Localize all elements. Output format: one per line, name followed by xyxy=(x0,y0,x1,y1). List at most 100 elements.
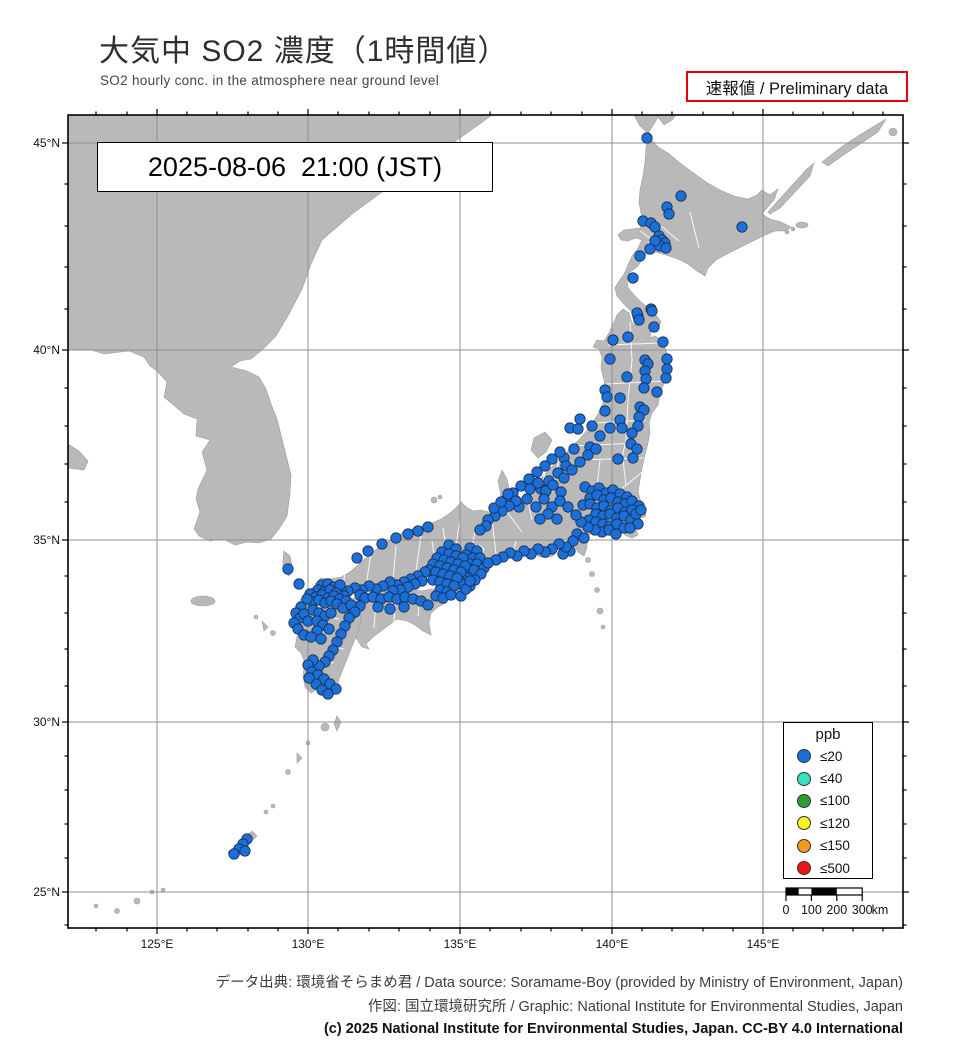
station-dot[interactable] xyxy=(640,373,652,385)
station-dot[interactable] xyxy=(376,538,388,550)
station-dot[interactable] xyxy=(570,509,582,521)
station-dot[interactable] xyxy=(590,443,602,455)
station-dot[interactable] xyxy=(566,464,578,476)
small-island xyxy=(888,127,898,137)
station-dot[interactable] xyxy=(675,190,687,202)
grid-lines xyxy=(68,115,903,928)
station-dot[interactable] xyxy=(521,493,533,505)
station-dot[interactable] xyxy=(325,607,337,619)
station-dot[interactable] xyxy=(538,493,550,505)
legend-items: ≤20 ≤40 ≤100 ≤120 ≤150 ≤500 xyxy=(784,745,872,879)
station-dot[interactable] xyxy=(663,208,675,220)
station-dot[interactable] xyxy=(482,557,494,569)
station-dot[interactable] xyxy=(330,683,342,695)
station-dot[interactable] xyxy=(660,372,672,384)
station-dot[interactable] xyxy=(614,392,626,404)
station-dot[interactable] xyxy=(582,449,594,461)
station-dot[interactable] xyxy=(604,422,616,434)
station-dot[interactable] xyxy=(554,446,566,458)
station-dot[interactable] xyxy=(422,599,434,611)
station-dot[interactable] xyxy=(551,513,563,525)
station-dot[interactable] xyxy=(627,452,639,464)
station-dot[interactable] xyxy=(402,528,414,540)
station-dot[interactable] xyxy=(646,305,658,317)
station-dot[interactable] xyxy=(574,456,586,468)
station-dot[interactable] xyxy=(362,545,374,557)
station-dot[interactable] xyxy=(239,845,251,857)
station-dot[interactable] xyxy=(601,391,613,403)
station-dot[interactable] xyxy=(616,422,628,434)
station-dot[interactable] xyxy=(530,501,542,513)
sakhalin xyxy=(633,115,677,134)
station-dot[interactable] xyxy=(644,243,656,255)
station-dot[interactable] xyxy=(607,334,619,346)
legend-label: ≤40 xyxy=(820,771,843,787)
station-dot[interactable] xyxy=(305,631,317,643)
station-dot[interactable] xyxy=(648,321,660,333)
legend-swatch-icon xyxy=(797,838,811,853)
station-dot[interactable] xyxy=(542,508,554,520)
station-dot[interactable] xyxy=(390,532,402,544)
station-dot[interactable] xyxy=(626,427,638,439)
station-dot[interactable] xyxy=(474,524,486,536)
station-dot[interactable] xyxy=(599,405,611,417)
station-dot[interactable] xyxy=(638,382,650,394)
station-dot[interactable] xyxy=(422,521,434,533)
station-dot[interactable] xyxy=(398,601,410,613)
station-dot[interactable] xyxy=(303,672,315,684)
scale-bar: 0 100 200 300 km xyxy=(783,887,888,917)
station-dot[interactable] xyxy=(412,525,424,537)
station-dot[interactable] xyxy=(546,453,558,465)
station-dot[interactable] xyxy=(657,336,669,348)
station-dot[interactable] xyxy=(621,371,633,383)
station-dot[interactable] xyxy=(445,589,457,601)
station-dot[interactable] xyxy=(554,495,566,507)
station-dot[interactable] xyxy=(622,331,634,343)
station-dot[interactable] xyxy=(572,423,584,435)
station-dot[interactable] xyxy=(495,496,507,508)
station-dot[interactable] xyxy=(524,483,536,495)
station-dot[interactable] xyxy=(649,235,661,247)
station-dot[interactable] xyxy=(578,532,590,544)
jeju-island xyxy=(190,595,216,607)
station-dot[interactable] xyxy=(372,601,384,613)
station-dot[interactable] xyxy=(228,848,240,860)
station-dot[interactable] xyxy=(612,453,624,465)
station-dot[interactable] xyxy=(534,513,546,525)
station-dot[interactable] xyxy=(532,477,544,489)
station-dot[interactable] xyxy=(627,272,639,284)
station-dot[interactable] xyxy=(547,479,559,491)
station-dot[interactable] xyxy=(660,242,672,254)
station-dot[interactable] xyxy=(293,578,305,590)
station-dot[interactable] xyxy=(322,688,334,700)
station-dot[interactable] xyxy=(531,466,543,478)
station-dot[interactable] xyxy=(315,633,327,645)
station-dot[interactable] xyxy=(351,552,363,564)
station-dot[interactable] xyxy=(594,430,606,442)
station-dot[interactable] xyxy=(323,623,335,635)
station-dot[interactable] xyxy=(574,413,586,425)
station-dot[interactable] xyxy=(661,353,673,365)
station-dot[interactable] xyxy=(641,132,653,144)
station-dot[interactable] xyxy=(633,314,645,326)
station-dot[interactable] xyxy=(384,603,396,615)
station-dot[interactable] xyxy=(539,460,551,472)
station-dot[interactable] xyxy=(604,353,616,365)
station-dot[interactable] xyxy=(558,472,570,484)
station-dot[interactable] xyxy=(502,488,514,500)
izu-islands xyxy=(585,557,591,563)
station-dot[interactable] xyxy=(610,528,622,540)
station-dot[interactable] xyxy=(562,501,574,513)
station-dot[interactable] xyxy=(282,563,294,575)
station-dot[interactable] xyxy=(651,386,663,398)
station-dot[interactable] xyxy=(464,575,476,587)
continent-coast-patch xyxy=(68,443,89,471)
legend-label: ≤120 xyxy=(820,815,850,831)
station-dot[interactable] xyxy=(635,504,647,516)
station-dot[interactable] xyxy=(568,443,580,455)
station-dot[interactable] xyxy=(736,221,748,233)
station-dot[interactable] xyxy=(634,250,646,262)
station-dot[interactable] xyxy=(301,593,313,605)
station-dot[interactable] xyxy=(586,420,598,432)
station-dot[interactable] xyxy=(624,522,636,534)
